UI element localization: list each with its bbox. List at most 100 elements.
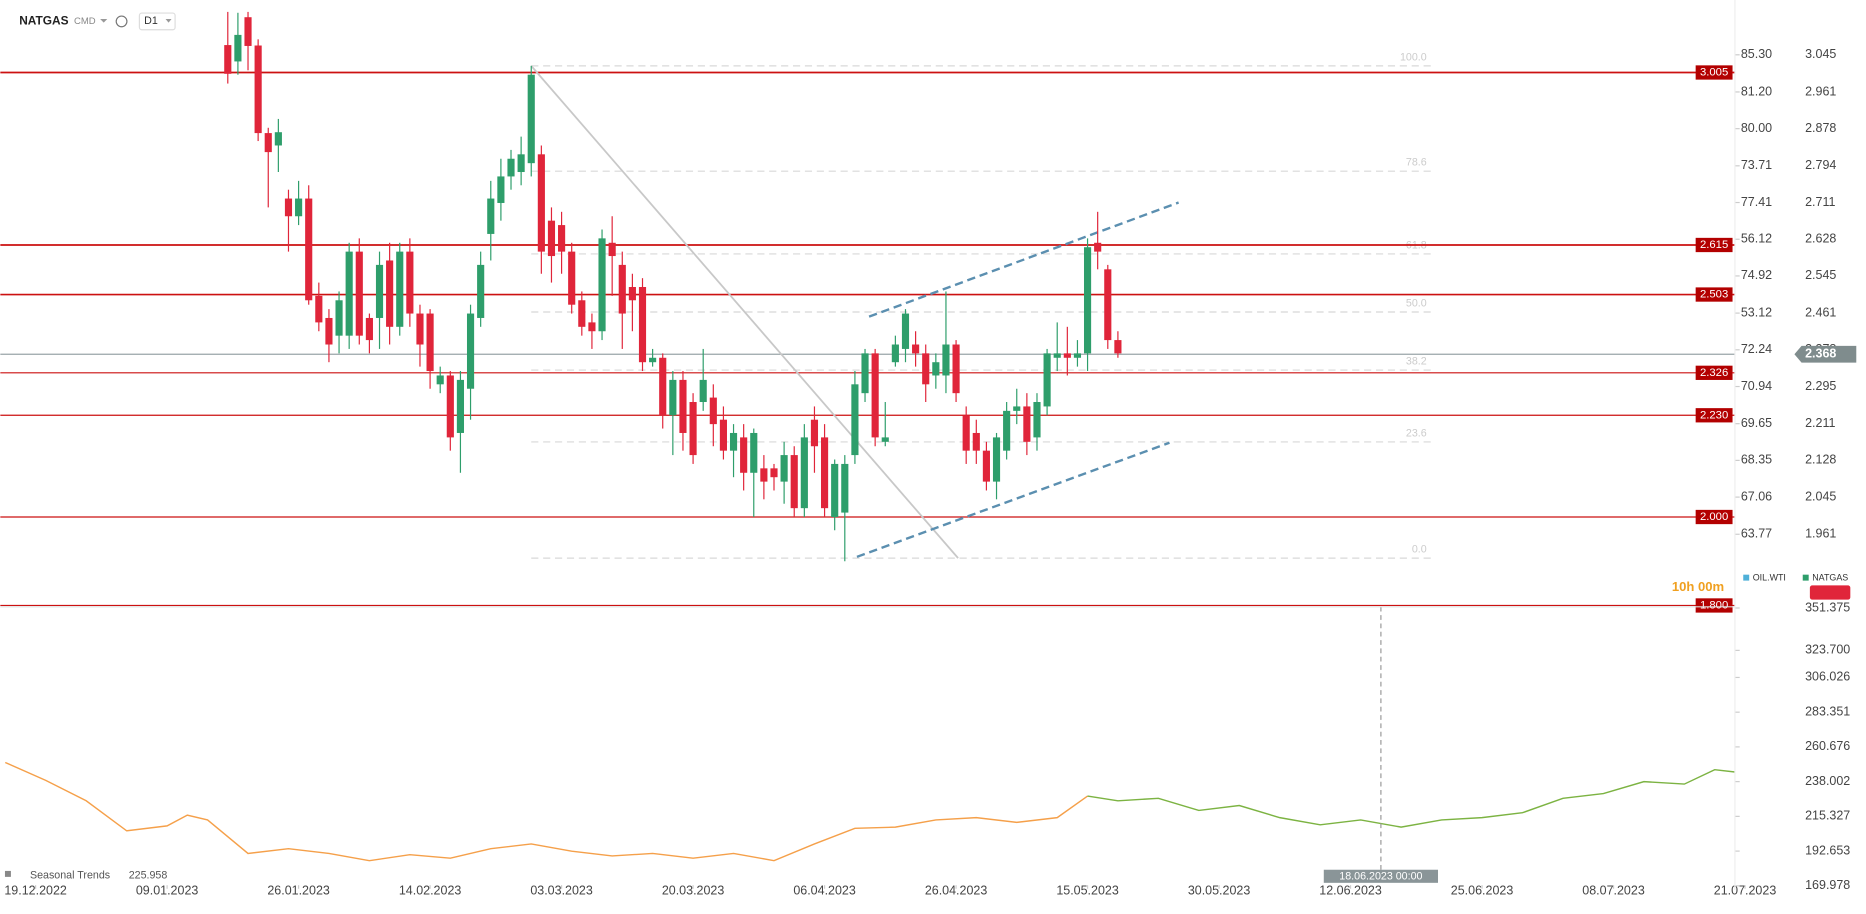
fib-label: 23.6 (1406, 427, 1427, 439)
interval[interactable]: D1 (144, 15, 158, 27)
candle-body (800, 437, 808, 509)
fib-label: 50.0 (1406, 297, 1427, 309)
candle-body (669, 379, 677, 416)
candle-body (375, 264, 384, 318)
x-tick-label: 26.04.2023 (925, 883, 988, 897)
secondary-label: 63.77 (1741, 527, 1772, 541)
candle-body (274, 132, 282, 146)
candle-body (1104, 269, 1112, 341)
legend-swatch (1743, 574, 1750, 581)
x-tick-label: 12.06.2023 (1319, 883, 1382, 897)
candle-body (1013, 406, 1021, 411)
candle-body (679, 379, 687, 433)
candle-body (891, 344, 899, 363)
candle-body (568, 251, 576, 305)
candle-body (345, 251, 353, 336)
candle-body (861, 353, 869, 394)
indicator-icon[interactable] (4, 870, 11, 877)
fib-label: 38.2 (1406, 356, 1427, 368)
candle-body (1043, 353, 1051, 407)
interval-box[interactable] (138, 12, 176, 31)
level-label: 2.000 (1700, 511, 1728, 523)
indicator-line (1087, 768, 1735, 828)
candle-body (618, 264, 626, 314)
level-label: 2.503 (1700, 289, 1728, 301)
exchange: CMD (74, 16, 96, 27)
y-tick-label: 3.045 (1805, 47, 1836, 61)
candle-body (315, 295, 323, 323)
candle-body (466, 313, 475, 389)
candle-body (942, 344, 950, 376)
candle-body (547, 220, 556, 257)
candle-body (335, 300, 343, 336)
crosshair-badge (1323, 869, 1439, 883)
x-tick-label: 06.04.2023 (793, 883, 856, 897)
candle-body (355, 251, 363, 336)
y2-tick-label: 351.375 (1805, 600, 1850, 614)
x-tick-label: 19.12.2022 (4, 883, 67, 897)
fib-label: 0.0 (1412, 544, 1427, 556)
candle-body (588, 322, 596, 332)
x-tick-label: 25.06.2023 (1451, 883, 1514, 897)
secondary-label: 69.65 (1741, 416, 1772, 430)
candle-body (649, 357, 657, 363)
header-bg (0, 9, 182, 34)
candle-body (436, 375, 444, 385)
candle-body (1114, 340, 1122, 354)
secondary-label: 70.94 (1741, 379, 1772, 393)
crosshair-label: 18.06.2023 00:00 (1339, 871, 1422, 883)
indicator-value: 225.958 (129, 870, 168, 882)
candle-body (578, 300, 586, 327)
secondary-label: 67.06 (1741, 489, 1772, 503)
candle-body (851, 384, 859, 456)
secondary-label: 73.71 (1741, 158, 1772, 172)
candle-body (416, 313, 424, 345)
candle-body (1063, 353, 1071, 358)
indicator-name: Seasonal Trends (30, 870, 110, 882)
fib-label: 100.0 (1400, 51, 1427, 63)
legend-controls[interactable] (1809, 585, 1851, 600)
secondary-label: 77.41 (1741, 195, 1772, 209)
candle-body (1083, 247, 1092, 354)
level-label: 2.230 (1700, 409, 1728, 421)
candle-body (729, 432, 738, 451)
fib-label: 78.6 (1406, 157, 1427, 169)
candle-body (386, 260, 394, 327)
candle-body (305, 198, 313, 301)
secondary-label: 72.24 (1741, 342, 1772, 356)
secondary-label: 68.35 (1741, 453, 1772, 467)
candle-body (689, 402, 697, 456)
candle-body (952, 344, 960, 394)
candle-body (487, 198, 495, 234)
x-tick-label: 21.07.2023 (1714, 883, 1777, 897)
y-tick-label: 2.545 (1805, 268, 1836, 282)
candle-body (790, 455, 798, 509)
level-badge (1695, 65, 1733, 80)
secondary-label: 53.12 (1741, 305, 1772, 319)
candle-body (719, 419, 727, 451)
trendline (868, 201, 1180, 318)
legend-swatch (1802, 574, 1809, 581)
candle-body (770, 468, 778, 478)
candle-body (254, 45, 262, 134)
dropdown-caret[interactable] (100, 19, 108, 23)
x-tick-label: 14.02.2023 (399, 883, 462, 897)
symbol[interactable]: NATGAS (19, 14, 68, 28)
candle-body (224, 45, 232, 74)
candle-body (750, 432, 758, 473)
info-icon[interactable] (115, 15, 128, 28)
trendline (530, 65, 959, 559)
y-tick-label: 2.711 (1805, 195, 1835, 209)
candle-body (1033, 402, 1041, 438)
candle-body (740, 437, 748, 473)
candle-body (284, 198, 293, 217)
legend-label: NATGAS (1812, 573, 1848, 583)
timer: 10h 00m (1672, 579, 1724, 594)
candle-body (598, 238, 606, 332)
candle-body (810, 419, 819, 447)
x-tick-label: 09.01.2023 (136, 883, 199, 897)
trendline (856, 441, 1170, 558)
candle-body (972, 432, 980, 451)
candle-body (628, 287, 636, 301)
